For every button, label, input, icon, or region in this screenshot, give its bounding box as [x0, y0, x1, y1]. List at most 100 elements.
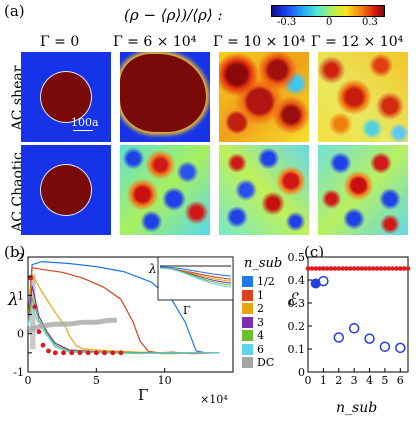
legend-swatch [242, 276, 253, 288]
chart-c-ylabel: ℰ [287, 290, 298, 310]
open-point-3 [364, 333, 375, 344]
legend: 1/2 1 2 3 4 6 DC [242, 275, 275, 370]
series-line-0 [27, 260, 220, 354]
open-point-5 [395, 342, 406, 354]
dc-dot-8 [336, 266, 342, 271]
panel-b-label: (b) [4, 243, 26, 261]
dc-dot-10 [344, 266, 349, 271]
legend-title: n_sub [244, 256, 282, 271]
red-point-4 [46, 348, 51, 354]
legend-item: 6 [242, 343, 275, 357]
dc-dot-16 [367, 266, 372, 271]
density-map-chaotic-gamma12 [318, 145, 408, 235]
dc-dot-24 [398, 266, 403, 271]
legend-item: 1/2 [242, 275, 275, 289]
dc-dot-0 [305, 266, 311, 271]
chart-c-xlabel: n_sub [336, 400, 378, 416]
dc-dot-1 [309, 266, 315, 271]
c-xtick-label-3: 3 [351, 374, 358, 387]
open-point-4 [379, 341, 391, 352]
scalebar [73, 130, 93, 131]
ytick-label-4: 1 [17, 289, 24, 302]
dc-dot-18 [374, 266, 380, 271]
dc-dot-11 [348, 266, 353, 271]
dc-dot-19 [378, 266, 384, 271]
red-point-0 [28, 275, 34, 281]
open-point-1 [333, 332, 345, 343]
density-map-shear-gamma12 [318, 52, 408, 142]
red-point-7 [69, 350, 75, 356]
chart-b-xlabel: Γ [138, 386, 149, 404]
density-map-chaotic-gamma0 [21, 145, 111, 235]
series-line-6 [27, 317, 117, 333]
legend-swatch [242, 289, 253, 301]
dc-dot-7 [332, 266, 338, 271]
dc-shade [30, 274, 36, 349]
legend-label: 1 [257, 288, 264, 302]
c-ytick-label-1: 0.1 [288, 343, 306, 356]
legend-swatch [242, 330, 253, 342]
ytick-label-6: 2 [17, 251, 24, 264]
c-ytick-label-4: 0.4 [288, 274, 306, 287]
dc-dot-21 [386, 266, 392, 271]
colorbar [271, 5, 385, 17]
legend-swatch [242, 303, 253, 315]
red-point-2 [36, 329, 42, 335]
legend-item: 3 [242, 316, 275, 330]
c-ytick-label-3: 0.3 [288, 297, 306, 310]
c-ytick-label-5: 0.5 [288, 251, 306, 264]
legend-item: DC [242, 356, 275, 370]
c-xtick-label-1: 1 [320, 374, 327, 387]
legend-label: 6 [257, 342, 264, 356]
legend-label: 1/2 [257, 275, 275, 289]
dc-dot-20 [382, 266, 388, 271]
chart-b-ylabel: λ [8, 290, 19, 310]
series-line-5 [27, 304, 220, 355]
inset-xlabel: Γ [183, 304, 191, 317]
density-map-chaotic-gamma10 [219, 145, 309, 235]
dc-dot-17 [371, 266, 376, 271]
inset-frame [157, 256, 234, 301]
colorbar-title: (ρ − ⟨ρ⟩)/⟨ρ⟩ : [124, 6, 223, 24]
red-point-12 [110, 350, 116, 356]
legend-label: 2 [257, 302, 264, 316]
chart-c-frame [307, 256, 409, 373]
legend-label: 4 [257, 329, 264, 343]
dc-dot-14 [359, 266, 365, 271]
dc-dot-2 [313, 266, 318, 271]
column-title-0: Γ = 0 [40, 34, 80, 50]
column-title-2: Γ = 10 × 10⁴ [213, 34, 306, 50]
dc-dot-6 [328, 266, 334, 271]
colorbar-tick-max: 0.3 [362, 17, 378, 28]
colorbar-tick-min: -0.3 [277, 17, 297, 28]
dc-dot-22 [390, 266, 395, 271]
legend-label: 3 [257, 315, 264, 329]
ytick-label-2: 0 [17, 328, 24, 341]
c-xtick-label-5: 5 [381, 374, 388, 387]
red-point-9 [85, 350, 91, 356]
red-point-5 [52, 350, 58, 356]
legend-swatch [242, 357, 253, 369]
dc-dot-15 [363, 266, 368, 271]
red-point-11 [102, 350, 107, 356]
legend-swatch [242, 316, 253, 328]
inset-line-0 [159, 266, 232, 277]
dc-dot-3 [317, 266, 322, 271]
column-title-3: Γ = 12 × 10⁴ [311, 34, 404, 50]
colorbar-tick-mid: 0 [326, 17, 333, 28]
red-point-1 [32, 304, 38, 310]
dc-dot-25 [401, 266, 407, 271]
c-xtick-label-2: 2 [335, 374, 342, 387]
xtick-label-1: 5 [93, 374, 100, 387]
c-xtick-label-4: 4 [366, 374, 373, 387]
dc-dot-23 [394, 266, 399, 271]
open-point-0 [318, 275, 329, 287]
c-ytick-label-0: 0 [298, 366, 305, 379]
c-xtick-label-0: 0 [305, 374, 312, 387]
legend-title-text: n_sub [244, 256, 283, 271]
density-map-chaotic-gamma6 [120, 145, 210, 235]
red-point-10 [93, 350, 99, 356]
red-point-8 [77, 350, 83, 356]
red-point-3 [40, 342, 46, 348]
